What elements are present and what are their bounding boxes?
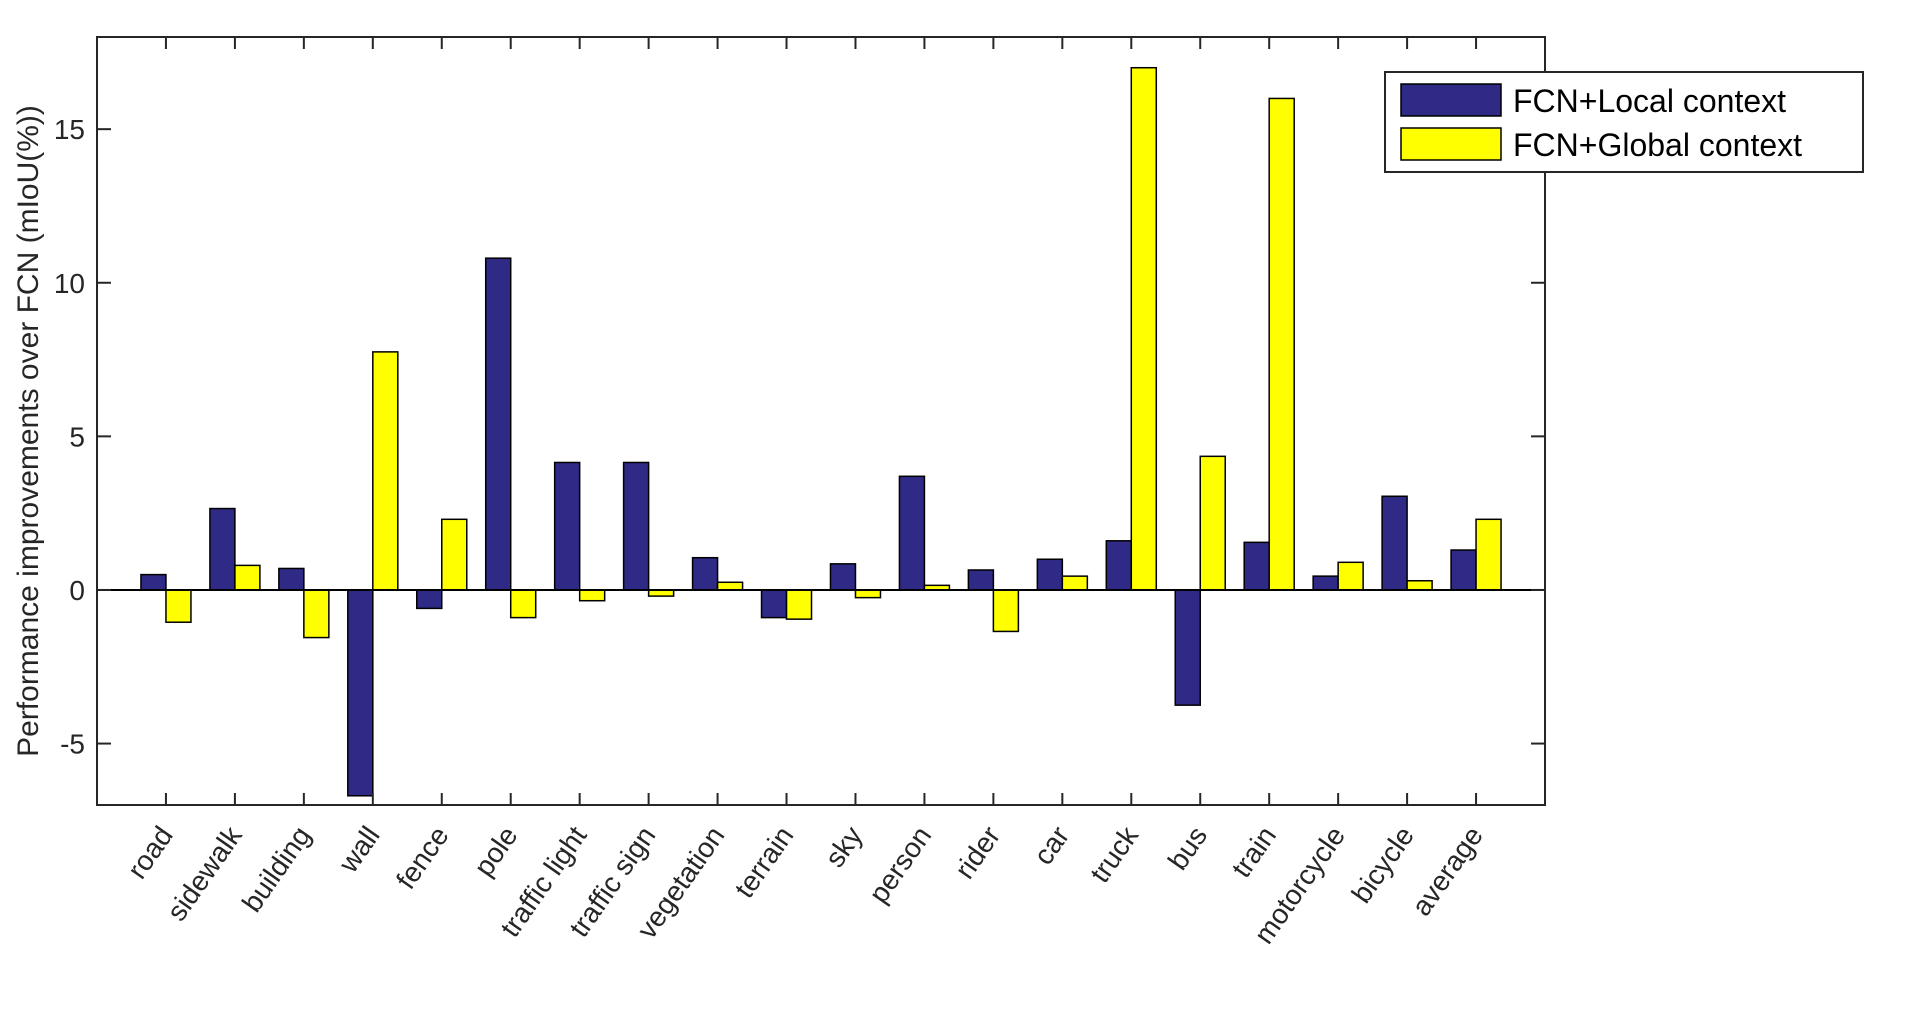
x-tick-label-sky: sky: [819, 821, 868, 873]
bar-local-bus: [1174, 589, 1201, 706]
bar-global-average: [1475, 518, 1502, 591]
bar-local-traffic-light: [553, 461, 581, 591]
x-tick-label-pole: pole: [468, 821, 524, 882]
x-tick-label-building: building: [236, 821, 317, 918]
y-tick-label: 5: [69, 421, 85, 452]
y-tick-labels: -5 0 5 10 15: [54, 114, 85, 759]
bar-global-building: [303, 589, 330, 639]
bar-global-road: [165, 589, 192, 623]
bar-local-bicycle: [1381, 495, 1408, 591]
bar-global-sky: [854, 589, 882, 599]
plot-frame: [96, 36, 1546, 806]
bar-global-traffic-light: [578, 589, 606, 602]
bar-local-average: [1450, 549, 1477, 591]
y-tick-label: 15: [54, 114, 85, 145]
bar-local-rider: [967, 569, 995, 591]
bar-local-motorcycle: [1312, 575, 1339, 591]
x-tick-label-bicycle: bicycle: [1346, 821, 1420, 909]
bar-local-person: [898, 475, 926, 591]
bar-global-terrain: [785, 589, 813, 620]
x-tick-label-rider: rider: [949, 821, 1007, 885]
bar-global-wall: [372, 351, 399, 591]
bar-local-car: [1036, 558, 1064, 591]
bar-local-sky: [829, 563, 857, 591]
bar-global-train: [1268, 97, 1295, 591]
bar-local-road: [140, 573, 167, 591]
bar-local-wall: [347, 589, 374, 797]
bar-local-vegetation: [691, 556, 719, 591]
bar-global-fence: [441, 518, 468, 591]
bar-local-truck: [1105, 540, 1133, 591]
y-axis-title: Performance improvements over FCN (mIoU(…: [12, 105, 45, 757]
x-tick-label-terrain: terrain: [729, 821, 800, 904]
legend-swatch-global: [1400, 127, 1502, 161]
x-tick-label-wall: wall: [332, 821, 386, 879]
legend: FCN+Local context FCN+Global context: [1384, 71, 1864, 173]
bar-local-traffic-sign: [622, 461, 650, 591]
legend-swatch-local: [1400, 83, 1502, 117]
bars-layer: [140, 66, 1502, 797]
x-tick-label-fence: fence: [390, 821, 455, 895]
bar-global-truck: [1130, 66, 1158, 591]
bar-local-fence: [416, 589, 443, 610]
bar-global-bicycle: [1406, 579, 1433, 591]
x-tick-label-train: train: [1225, 821, 1282, 883]
x-tick-label-truck: truck: [1084, 820, 1145, 888]
x-tick-label-person: person: [863, 821, 938, 909]
bar-global-car: [1061, 575, 1089, 591]
y-tick-label: 10: [54, 268, 85, 299]
bar-local-terrain: [760, 589, 788, 619]
ticks-layer: [97, 37, 1545, 805]
bar-global-sidewalk: [234, 564, 261, 591]
x-tick-label-bus: bus: [1162, 821, 1213, 876]
legend-label-global: FCN+Global context: [1513, 127, 1802, 163]
bar-global-vegetation: [716, 581, 744, 591]
bar-local-pole: [484, 257, 512, 591]
bar-global-rider: [992, 589, 1020, 633]
y-tick-label: -5: [60, 729, 85, 760]
bar-local-sidewalk: [209, 507, 236, 591]
bar-global-motorcycle: [1337, 561, 1364, 591]
bar-local-building: [278, 567, 305, 591]
legend-label-local: FCN+Local context: [1513, 83, 1786, 119]
bar-local-train: [1243, 541, 1270, 591]
bar-global-pole: [509, 589, 537, 619]
x-tick-label-average: average: [1406, 821, 1489, 922]
y-tick-label: 0: [69, 575, 85, 606]
x-tick-label-road: road: [121, 821, 179, 885]
x-tick-label-car: car: [1028, 821, 1076, 871]
bar-global-bus: [1199, 455, 1226, 591]
